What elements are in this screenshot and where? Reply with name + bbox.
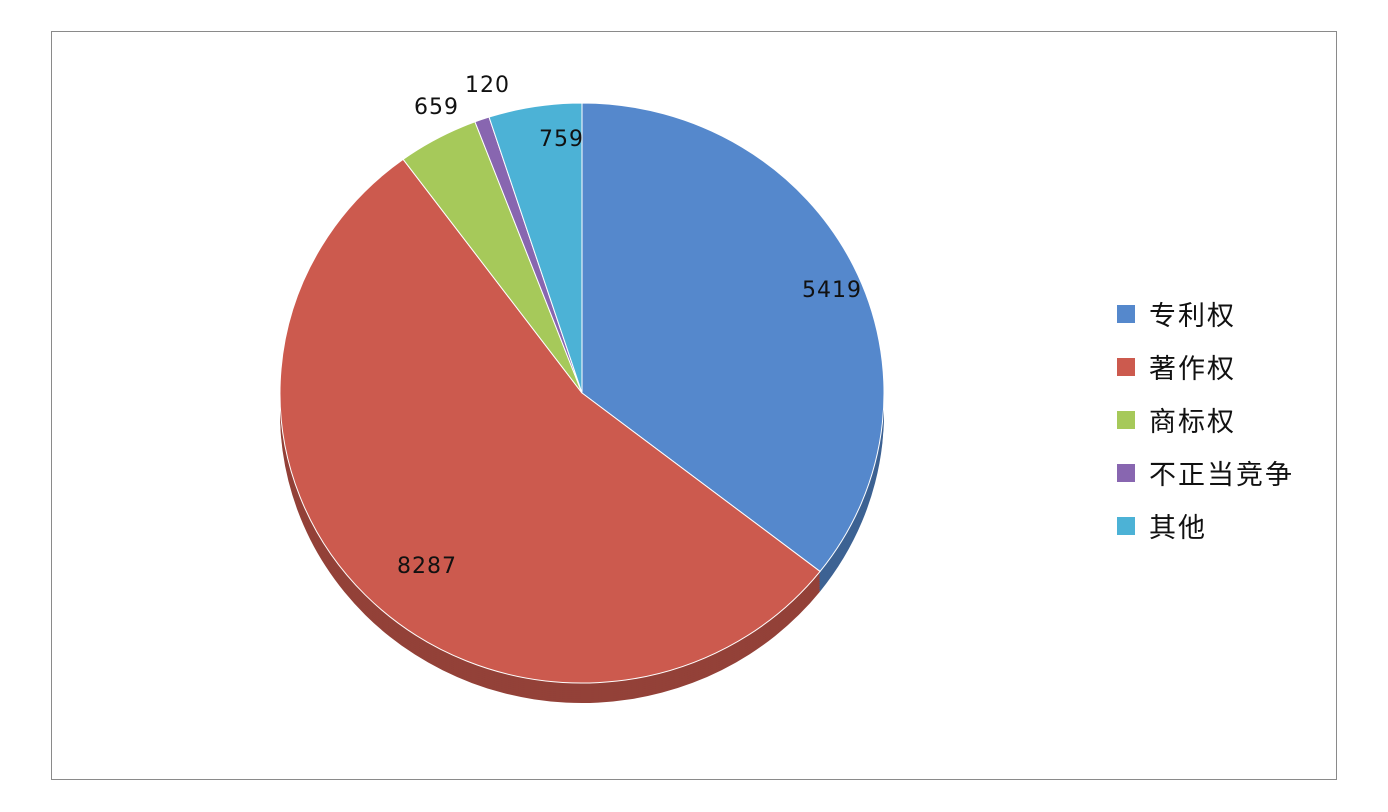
- legend-item: 专利权: [1117, 287, 1294, 340]
- legend-swatch: [1117, 357, 1135, 376]
- data-label-3: 120: [465, 73, 510, 98]
- legend-swatch: [1117, 463, 1135, 482]
- legend: 专利权著作权商标权不正当竞争其他: [1117, 287, 1294, 552]
- legend-swatch: [1117, 410, 1135, 429]
- legend-label: 著作权: [1149, 354, 1236, 385]
- legend-item: 商标权: [1117, 393, 1294, 446]
- legend-item: 不正当竞争: [1117, 446, 1294, 499]
- pie-slices: [279, 102, 885, 684]
- legend-label: 商标权: [1149, 407, 1236, 438]
- pie-slice-4: [488, 102, 583, 394]
- data-label-2: 659: [414, 95, 459, 120]
- data-label-1: 8287: [397, 554, 457, 579]
- data-label-0: 5419: [802, 278, 862, 303]
- legend-label: 其他: [1149, 513, 1207, 544]
- data-label-4: 759: [539, 127, 584, 152]
- pie-slice-1: [279, 158, 821, 684]
- legend-item: 著作权: [1117, 340, 1294, 393]
- legend-swatch: [1117, 516, 1135, 535]
- pie-slice-0: [581, 102, 885, 573]
- legend-label: 专利权: [1149, 301, 1236, 332]
- legend-swatch: [1117, 304, 1135, 323]
- legend-item: 其他: [1117, 499, 1294, 552]
- legend-label: 不正当竞争: [1149, 460, 1294, 491]
